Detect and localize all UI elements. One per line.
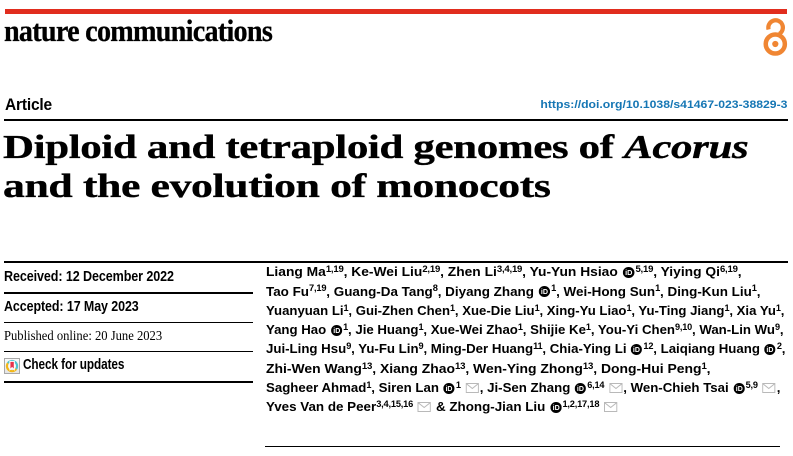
svg-text:iD: iD <box>735 385 742 392</box>
svg-text:iD: iD <box>552 405 559 412</box>
svg-text:iD: iD <box>633 347 640 354</box>
svg-text:iD: iD <box>445 385 452 392</box>
svg-text:iD: iD <box>540 289 547 296</box>
svg-text:iD: iD <box>333 328 340 335</box>
svg-text:iD: iD <box>766 347 773 354</box>
svg-text:iD: iD <box>577 385 584 392</box>
svg-text:iD: iD <box>624 269 631 277</box>
